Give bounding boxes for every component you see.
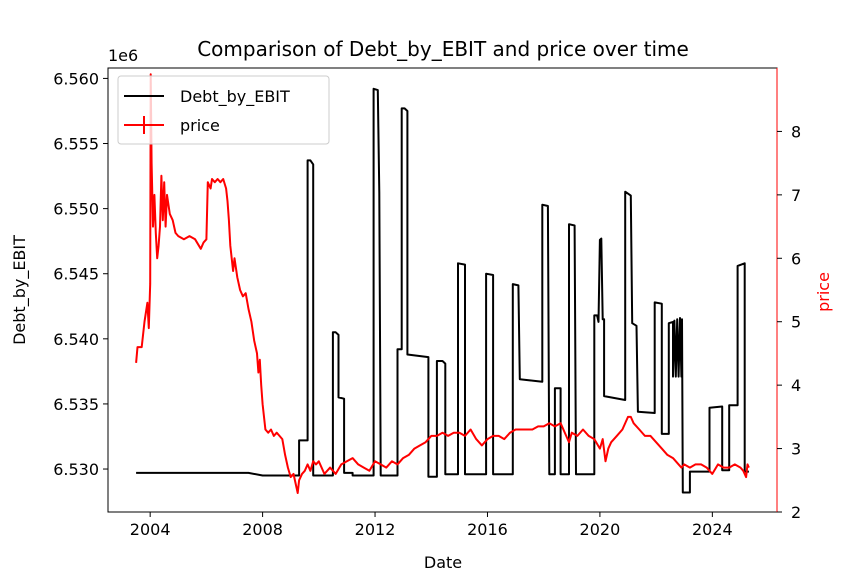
right-y-tick-label: 5 (791, 313, 801, 332)
right-y-tick-label: 3 (791, 440, 801, 459)
x-tick-label: 2008 (242, 520, 283, 539)
legend-label-debt: Debt_by_EBIT (180, 87, 290, 107)
left-y-tick-label: 6.555 (53, 135, 99, 154)
legend-label-price: price (180, 116, 220, 135)
legend-box (117, 75, 330, 145)
left-axis-offset-label: 1e6 (108, 46, 138, 65)
series-layer (135, 73, 750, 494)
legend: Debt_by_EBIT price (117, 75, 330, 145)
series-line-debt-by-ebit (136, 87, 749, 494)
left-y-tick-label: 6.550 (53, 200, 99, 219)
left-axis-ticks: 6.530 6.535 6.540 6.545 6.550 6.555 6.560 (53, 69, 108, 479)
series-line-price (135, 73, 750, 494)
x-axis-title: Date (424, 553, 462, 572)
left-y-axis-title: Debt_by_EBIT (10, 235, 30, 345)
right-y-axis-title: price (814, 272, 833, 312)
x-axis-ticks: 2004 2008 2012 2016 2020 2024 (130, 512, 733, 539)
right-y-tick-label: 7 (791, 186, 801, 205)
right-y-tick-label: 2 (791, 503, 801, 522)
left-y-tick-label: 6.560 (53, 69, 99, 88)
x-tick-label: 2020 (580, 520, 621, 539)
chart-title: Comparison of Debt_by_EBIT and price ove… (197, 37, 689, 61)
x-tick-label: 2024 (692, 520, 733, 539)
left-y-tick-label: 6.545 (53, 265, 99, 284)
left-y-tick-label: 6.535 (53, 395, 99, 414)
x-tick-label: 2004 (130, 520, 171, 539)
right-y-tick-label: 6 (791, 249, 801, 268)
x-tick-label: 2016 (467, 520, 508, 539)
right-y-tick-label: 8 (791, 122, 801, 141)
left-y-tick-label: 6.540 (53, 330, 99, 349)
right-y-tick-label: 4 (791, 376, 801, 395)
x-tick-label: 2012 (355, 520, 396, 539)
right-axis-ticks: 2 3 4 5 6 7 8 (777, 122, 801, 522)
left-y-tick-label: 6.530 (53, 460, 99, 479)
